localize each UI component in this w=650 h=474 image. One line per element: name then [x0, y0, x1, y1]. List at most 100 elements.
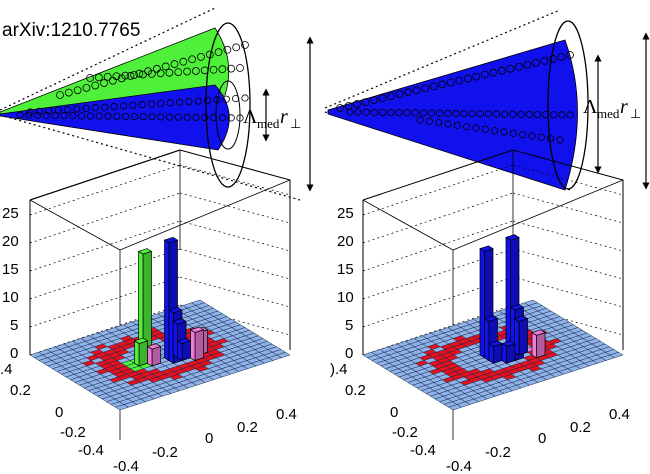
- r-subscript: ⊥: [290, 116, 301, 131]
- gluon-loop: [361, 98, 370, 107]
- gluon-loop: [493, 110, 501, 118]
- gluon-loop: [209, 65, 218, 74]
- bar-face: [506, 343, 516, 364]
- gluon-loop: [501, 110, 509, 118]
- gluon-loop: [550, 111, 558, 119]
- gluon-loop: [138, 101, 146, 109]
- x-tick: -0.2: [152, 444, 178, 461]
- gluon-loop: [509, 129, 517, 137]
- gluon-loop: [395, 109, 403, 117]
- bar-face: [190, 329, 196, 362]
- bar-top: [513, 315, 529, 322]
- gluon-loop: [64, 88, 73, 97]
- gridline: [179, 248, 291, 280]
- gluon-loop: [523, 60, 532, 69]
- gluon-loop: [26, 108, 34, 116]
- r-symbol: r: [620, 96, 628, 118]
- gluon-loop: [480, 70, 489, 79]
- gluon-loop: [192, 113, 200, 122]
- gluon-loop: [435, 119, 443, 127]
- bar-face: [181, 340, 191, 361]
- gluon-loop: [541, 111, 550, 119]
- right-lego-plot: 25 20 15 10 5 0 ).4 0.2 0 -0.2 -0.4 -0.4…: [330, 149, 630, 474]
- gluon-loop: [148, 113, 156, 121]
- gluon-loop: [378, 108, 387, 117]
- gluon-loop: [183, 67, 191, 76]
- blue-cone: [0, 84, 230, 151]
- gluon-loop: [517, 110, 525, 118]
- gluon-loop: [547, 135, 555, 143]
- gluon-loop: [411, 109, 419, 117]
- gluon-loop: [166, 113, 174, 121]
- gluon-loop: [468, 110, 476, 118]
- floor-cell: [609, 351, 624, 359]
- gluon-loop: [362, 108, 370, 116]
- y-tick: -0.4: [410, 442, 436, 459]
- z-tick: 0: [345, 345, 353, 362]
- gluon-loop: [540, 56, 549, 65]
- gluon-loop: [100, 79, 108, 87]
- gluon-loop: [370, 96, 378, 105]
- gluon-loop: [86, 112, 95, 120]
- z-axis-ticks: 25 20 15 10 5 0: [337, 205, 354, 362]
- gluon-loop: [69, 112, 77, 120]
- x-tick: 0: [538, 430, 546, 447]
- bar-top: [176, 337, 192, 345]
- gridline: [179, 164, 291, 196]
- bar-top: [172, 318, 187, 325]
- gluon-loop: [56, 91, 64, 99]
- gluon-loop: [533, 110, 542, 119]
- gluon-loop: [161, 62, 170, 71]
- gluon-loop: [112, 72, 121, 81]
- gluon-loop: [213, 96, 221, 104]
- gluon-loop: [166, 99, 174, 107]
- gluon-loop: [223, 45, 232, 54]
- gridline: [512, 220, 624, 252]
- gluon-curls: [16, 41, 249, 122]
- gluon-loop: [179, 57, 188, 66]
- gluon-loop: [472, 124, 480, 132]
- z-tick: 10: [2, 289, 19, 306]
- gluon-loop: [438, 80, 447, 89]
- bar-face: [479, 247, 485, 359]
- bar-top: [133, 337, 149, 344]
- left-lego-plot: 25 20 15 10 5 0 .4 0.2 0 -0.2 -0.4 -0.4 …: [0, 149, 297, 474]
- gluon-loop: [121, 71, 130, 80]
- gluon-loop: [387, 92, 396, 101]
- gluon-loop: [165, 68, 174, 77]
- z-tick: 15: [2, 261, 19, 278]
- lego-bars: [133, 237, 209, 367]
- gluon-loop: [444, 120, 452, 128]
- gluon-loop: [344, 102, 353, 110]
- gridline: [512, 276, 624, 308]
- gluon-loop: [101, 103, 109, 111]
- z-tick: 5: [10, 317, 18, 334]
- gluon-loop: [60, 112, 68, 120]
- gridline: [29, 220, 181, 272]
- gluon-loop: [113, 112, 121, 120]
- lambda-symbol: Λ: [243, 106, 258, 128]
- gluon-loop: [110, 102, 118, 111]
- gridline: [179, 304, 291, 336]
- bar-face: [531, 331, 537, 359]
- gluon-loop: [129, 101, 137, 109]
- gluon-loop: [241, 41, 249, 49]
- x-axis-ticks: -0.4 -0.2 0 0.2 0.4: [446, 406, 630, 474]
- y-tick: -0.2: [392, 424, 418, 441]
- arxiv-label: arXiv:1210.7765: [2, 20, 140, 41]
- y-tick: ).4: [330, 361, 348, 378]
- bar-face: [138, 340, 148, 367]
- gluon-loop: [455, 76, 464, 85]
- y-axis-ticks: .4 0.2 0 -0.2 -0.4: [0, 361, 104, 459]
- gluon-loop: [227, 114, 235, 122]
- gluon-loop: [82, 83, 91, 92]
- gluon-loop: [157, 99, 165, 108]
- gluon-loop: [25, 111, 33, 119]
- gridline: [179, 276, 291, 308]
- gluon-loop: [353, 100, 361, 108]
- gluon-loop: [336, 104, 344, 112]
- gluon-loop: [156, 69, 165, 78]
- x-tick: -0.4: [446, 458, 472, 474]
- gluon-loop: [210, 114, 218, 122]
